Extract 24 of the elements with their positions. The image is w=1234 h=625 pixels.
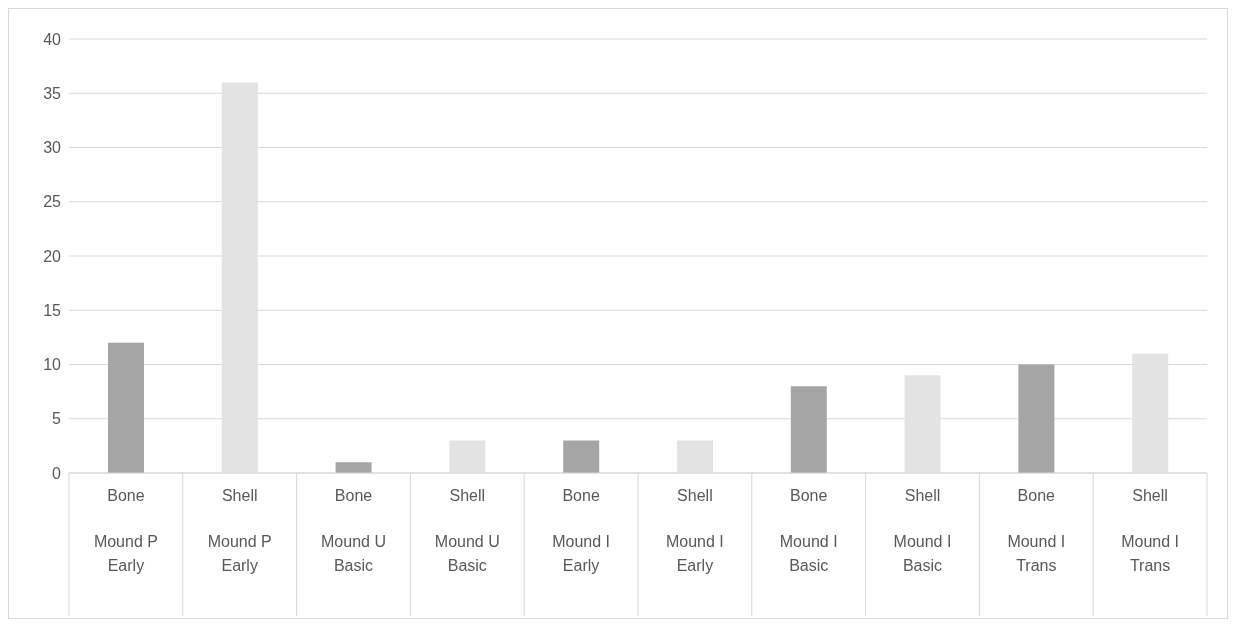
y-tick-label: 30 [43, 139, 62, 157]
bar [563, 440, 600, 473]
y-tick-label: 15 [43, 301, 62, 319]
category-label: Bone Mound I Trans [1007, 487, 1066, 574]
category-label: Shell Mound I Trans [1121, 487, 1180, 574]
y-tick-label: 0 [52, 464, 62, 482]
bar [335, 462, 372, 473]
bar [108, 342, 144, 473]
y-tick-label: 40 [43, 30, 62, 48]
y-tick-label: 5 [52, 410, 62, 428]
category-label: Shell Mound I Early [665, 487, 724, 574]
bar [790, 386, 827, 473]
y-tick-label: 10 [43, 356, 62, 374]
y-tick-label: 20 [43, 247, 62, 265]
category-label: Shell Mound P Early [207, 487, 272, 574]
y-tick-label: 35 [43, 84, 62, 102]
category-label: Bone Mound P Early [93, 487, 158, 574]
y-tick-label: 25 [43, 193, 62, 211]
category-label: Bone Mound I Basic [779, 487, 838, 574]
category-label: Bone Mound I Early [552, 487, 611, 574]
category-label: Bone Mound U Basic [321, 487, 386, 574]
category-label: Shell Mound U Basic [434, 487, 500, 574]
bar [1018, 364, 1055, 473]
category-label: Shell Mound I Basic [893, 487, 952, 574]
